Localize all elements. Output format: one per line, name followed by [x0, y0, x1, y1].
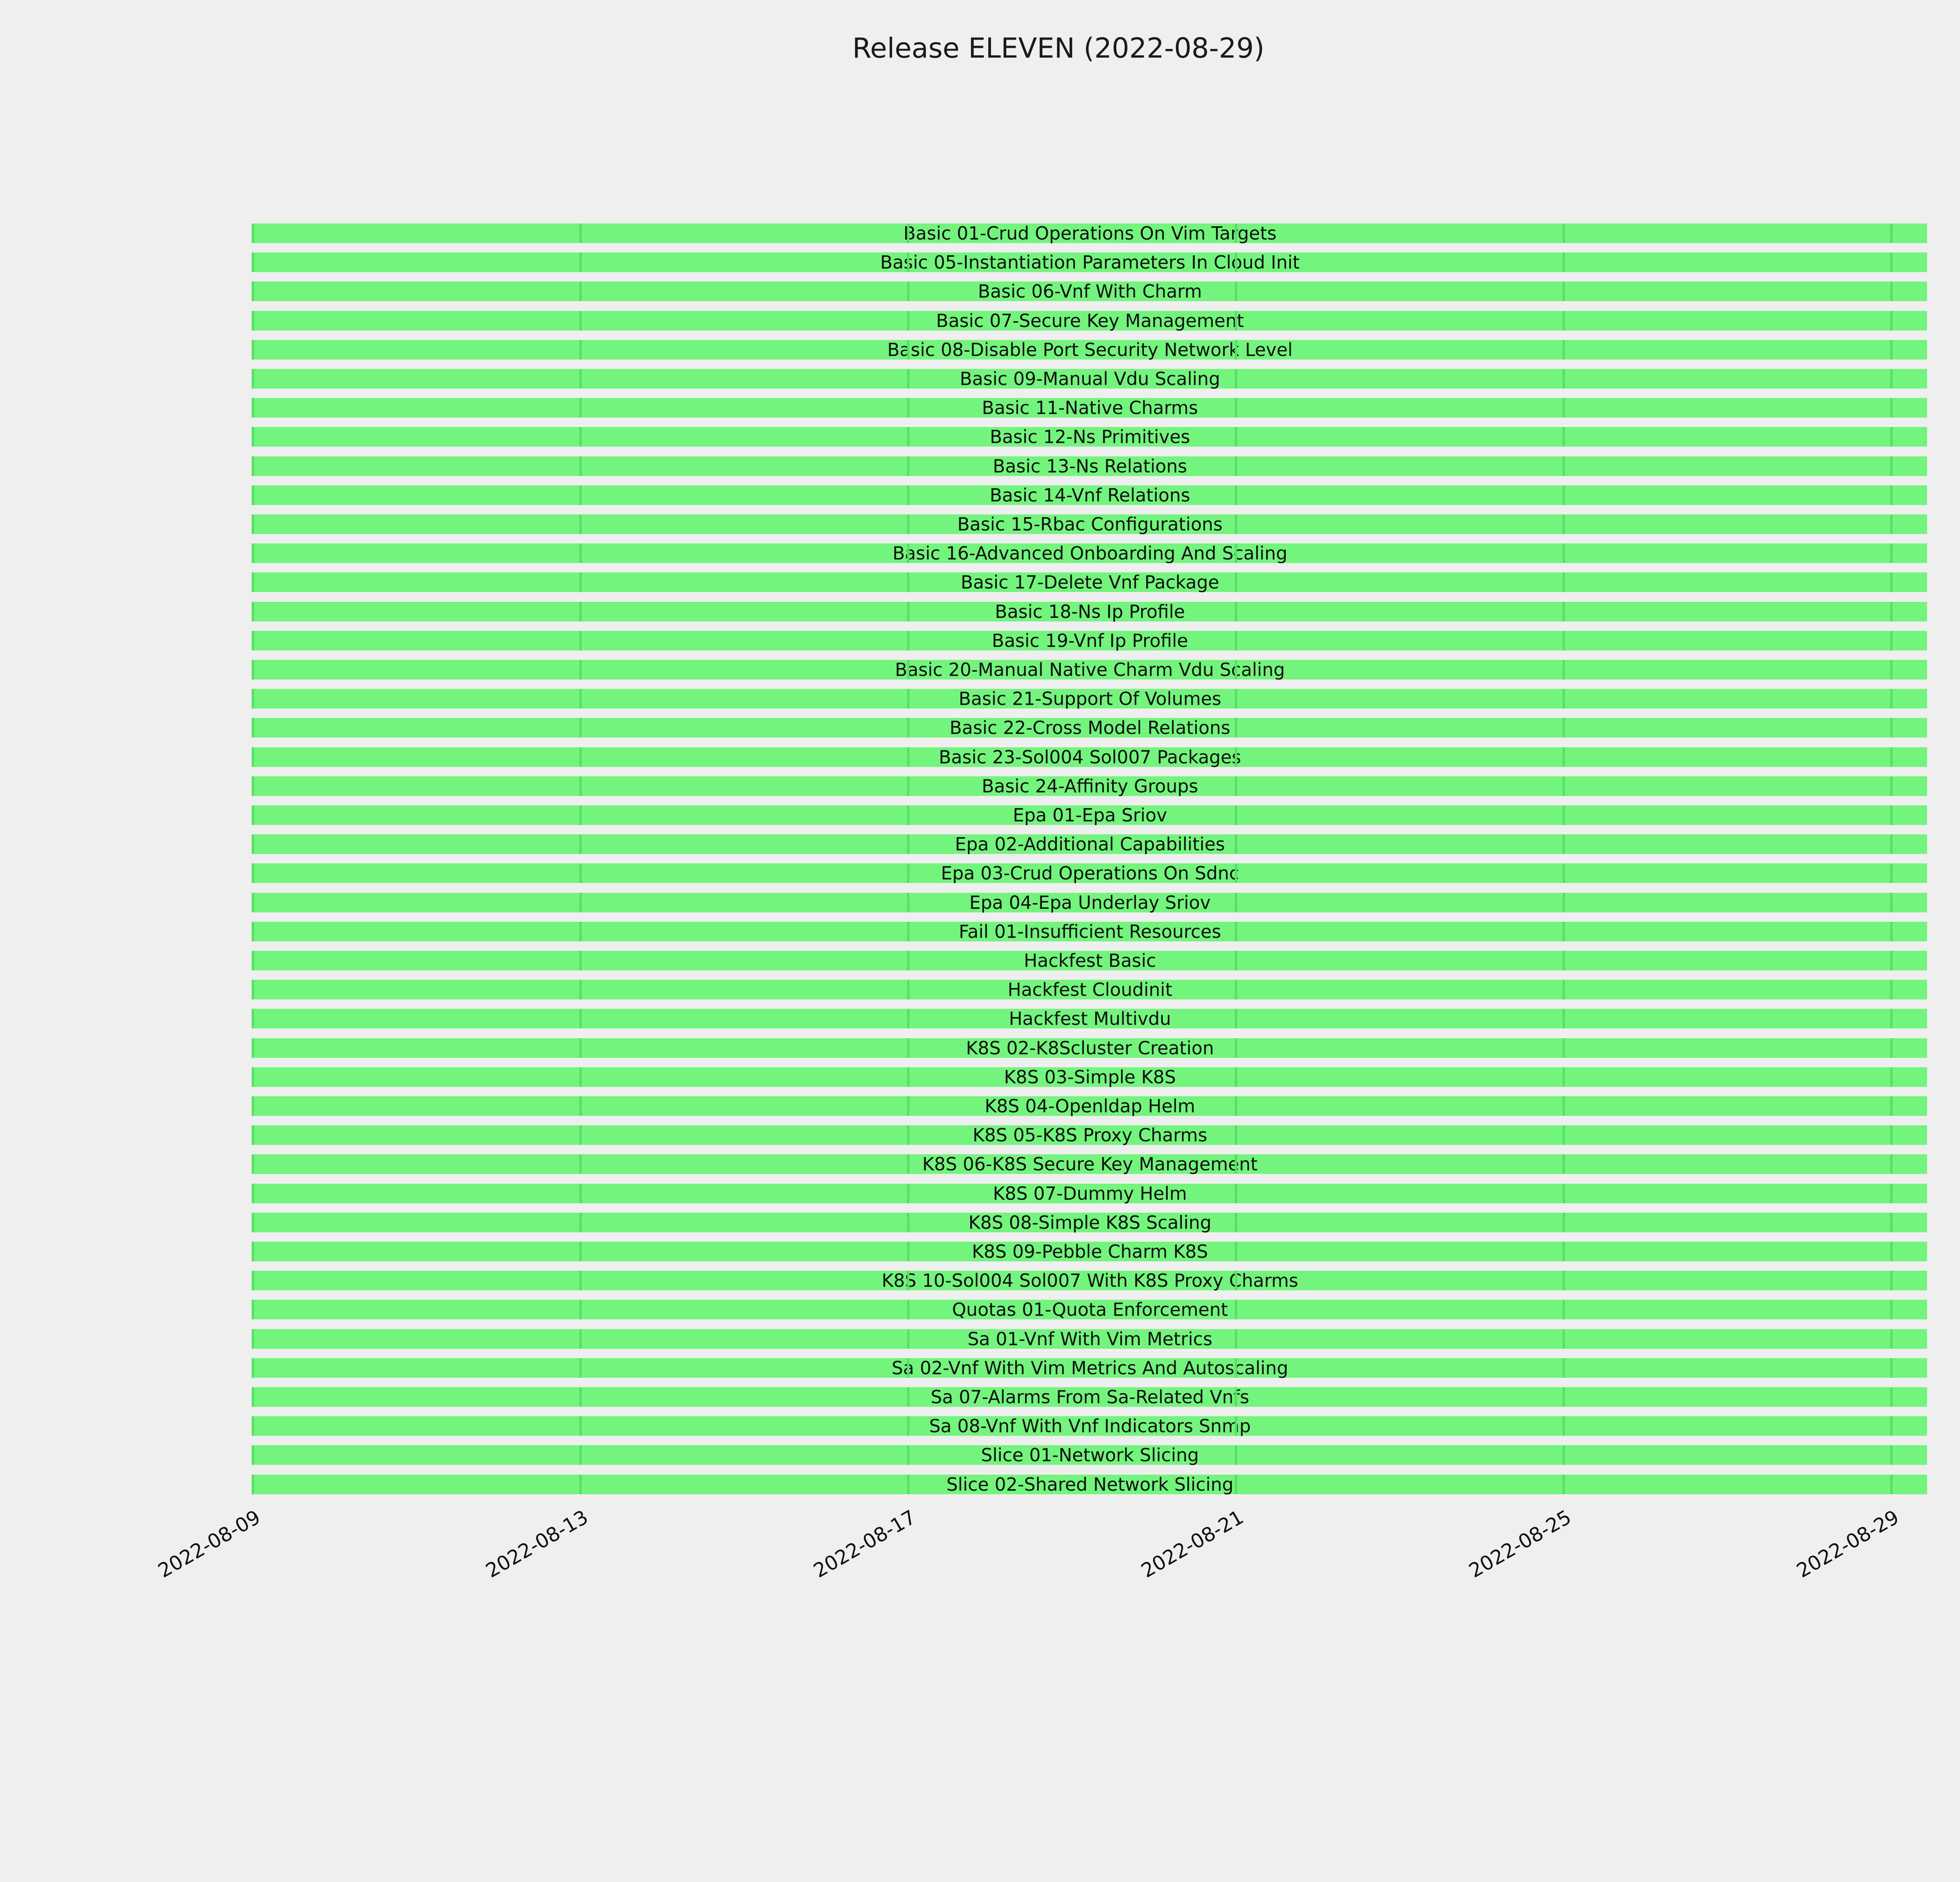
gantt-bar[interactable] [253, 572, 1927, 592]
gantt-row[interactable]: Basic 07-Secure Key Management [253, 311, 1927, 331]
x-axis-tick-label: 2022-08-13 [482, 1506, 592, 1582]
gantt-row[interactable]: K8S 03-Simple K8S [253, 1067, 1927, 1087]
gantt-bar[interactable] [253, 543, 1927, 563]
gantt-bar[interactable] [253, 1474, 1927, 1494]
gantt-row[interactable]: K8S 05-K8S Proxy Charms [253, 1125, 1927, 1145]
gantt-row[interactable]: Basic 19-Vnf Ip Profile [253, 630, 1927, 650]
gantt-bar[interactable] [253, 398, 1927, 418]
gantt-row[interactable]: Basic 05-Instantiation Parameters In Clo… [253, 253, 1927, 272]
gantt-bar[interactable] [253, 747, 1927, 767]
x-axis-tick-label: 2022-08-29 [1793, 1506, 1903, 1582]
gantt-bar[interactable] [253, 805, 1927, 825]
gantt-row[interactable]: Basic 16-Advanced Onboarding And Scaling [253, 543, 1927, 563]
gantt-row[interactable]: Epa 03-Crud Operations On Sdnc [253, 863, 1927, 883]
gantt-bar[interactable] [253, 1300, 1927, 1320]
gantt-bar[interactable] [253, 485, 1927, 505]
gantt-row[interactable]: Basic 01-Crud Operations On Vim Targets [253, 223, 1927, 243]
gantt-row[interactable]: Basic 17-Delete Vnf Package [253, 572, 1927, 592]
gantt-bar[interactable] [253, 630, 1927, 650]
gantt-bar[interactable] [253, 427, 1927, 447]
gantt-row[interactable]: Basic 18-Ns Ip Profile [253, 601, 1927, 621]
gantt-row[interactable]: Epa 01-Epa Sriov [253, 805, 1927, 825]
gantt-bar[interactable] [253, 980, 1927, 1000]
gantt-row[interactable]: Basic 22-Cross Model Relations [253, 718, 1927, 738]
gantt-row[interactable]: K8S 08-Simple K8S Scaling [253, 1212, 1927, 1232]
gantt-bar[interactable] [253, 601, 1927, 621]
gantt-bar[interactable] [253, 1271, 1927, 1291]
gantt-bar[interactable] [253, 311, 1927, 331]
gantt-bar[interactable] [253, 1096, 1927, 1116]
gantt-row[interactable]: Epa 04-Epa Underlay Sriov [253, 892, 1927, 912]
gantt-bar[interactable] [253, 1125, 1927, 1145]
gantt-row[interactable]: Epa 02-Additional Capabilities [253, 834, 1927, 854]
gantt-bar[interactable] [253, 951, 1927, 970]
gantt-row[interactable]: Basic 24-Affinity Groups [253, 776, 1927, 796]
gantt-row[interactable]: K8S 07-Dummy Helm [253, 1183, 1927, 1203]
gantt-bar[interactable] [253, 456, 1927, 476]
gantt-bar[interactable] [253, 282, 1927, 302]
gantt-bar[interactable] [253, 1009, 1927, 1029]
gantt-bar[interactable] [253, 1067, 1927, 1087]
gantt-bar[interactable] [253, 1183, 1927, 1203]
gantt-row[interactable]: K8S 09-Pebble Charm K8S [253, 1242, 1927, 1261]
gantt-bar[interactable] [253, 863, 1927, 883]
gantt-row[interactable]: K8S 06-K8S Secure Key Management [253, 1154, 1927, 1174]
gantt-bar[interactable] [253, 1212, 1927, 1232]
gantt-row[interactable]: K8S 04-Openldap Helm [253, 1096, 1927, 1116]
x-axis-tick-labels: 2022-08-09 2022-08-13 2022-08-17 2022-08-21… [0, 1506, 1960, 1662]
gantt-row[interactable]: Slice 01-Network Slicing [253, 1445, 1927, 1465]
gantt-bar[interactable] [253, 776, 1927, 796]
gantt-row[interactable]: Basic 21-Support Of Volumes [253, 689, 1927, 709]
gantt-row[interactable]: Quotas 01-Quota Enforcement [253, 1300, 1927, 1320]
gantt-bar[interactable] [253, 223, 1927, 243]
gantt-bar[interactable] [253, 1154, 1927, 1174]
gantt-bar[interactable] [253, 340, 1927, 360]
gantt-row[interactable]: Hackfest Basic [253, 951, 1927, 970]
gantt-bar[interactable] [253, 253, 1927, 272]
gantt-row[interactable]: Fail 01-Insufficient Resources [253, 921, 1927, 941]
gantt-row[interactable]: Basic 12-Ns Primitives [253, 427, 1927, 447]
gantt-row[interactable]: Sa 01-Vnf With Vim Metrics [253, 1329, 1927, 1349]
gantt-row[interactable]: Basic 13-Ns Relations [253, 456, 1927, 476]
x-axis-tick-label: 2022-08-17 [809, 1506, 920, 1582]
gantt-row[interactable]: Basic 15-Rbac Configurations [253, 514, 1927, 534]
gantt-bar[interactable] [253, 921, 1927, 941]
gantt-bar[interactable] [253, 1416, 1927, 1436]
gantt-row[interactable]: Basic 14-Vnf Relations [253, 485, 1927, 505]
gantt-row[interactable]: Basic 08-Disable Port Security Network L… [253, 340, 1927, 360]
gantt-row[interactable]: K8S 02-K8Scluster Creation [253, 1038, 1927, 1058]
gantt-bar[interactable] [253, 718, 1927, 738]
gantt-plot-area: Basic 01-Crud Operations On Vim Targets B… [253, 223, 1927, 1502]
gantt-row[interactable]: Hackfest Cloudinit [253, 980, 1927, 1000]
page-title: Release ELEVEN (2022-08-29) [852, 32, 1265, 64]
gantt-row[interactable]: Basic 23-Sol004 Sol007 Packages [253, 747, 1927, 767]
gantt-bar[interactable] [253, 1445, 1927, 1465]
gantt-bar[interactable] [253, 369, 1927, 389]
gantt-row[interactable]: Basic 20-Manual Native Charm Vdu Scaling [253, 660, 1927, 679]
gantt-bar[interactable] [253, 689, 1927, 709]
x-axis-tick-label: 2022-08-09 [154, 1506, 264, 1582]
gantt-row[interactable]: Basic 06-Vnf With Charm [253, 282, 1927, 302]
gantt-row[interactable]: Sa 02-Vnf With Vim Metrics And Autoscali… [253, 1358, 1927, 1378]
gantt-row[interactable]: Slice 02-Shared Network Slicing [253, 1474, 1927, 1494]
gantt-bar[interactable] [253, 1358, 1927, 1378]
gantt-bar[interactable] [253, 660, 1927, 679]
gantt-bar[interactable] [253, 514, 1927, 534]
gantt-row[interactable]: Basic 09-Manual Vdu Scaling [253, 369, 1927, 389]
x-axis-tick-label: 2022-08-21 [1137, 1506, 1247, 1582]
gantt-row[interactable]: K8S 10-Sol004 Sol007 With K8S Proxy Char… [253, 1271, 1927, 1291]
gantt-bar[interactable] [253, 1387, 1927, 1407]
gantt-row[interactable]: Hackfest Multivdu [253, 1009, 1927, 1029]
gantt-bar[interactable] [253, 1329, 1927, 1349]
gantt-bar[interactable] [253, 834, 1927, 854]
gantt-bar[interactable] [253, 1038, 1927, 1058]
x-axis-tick-label: 2022-08-25 [1465, 1506, 1575, 1582]
gantt-bar[interactable] [253, 1242, 1927, 1261]
gantt-row[interactable]: Sa 07-Alarms From Sa-Related Vnfs [253, 1387, 1927, 1407]
gantt-row[interactable]: Sa 08-Vnf With Vnf Indicators Snmp [253, 1416, 1927, 1436]
gantt-bar[interactable] [253, 892, 1927, 912]
gantt-row[interactable]: Basic 11-Native Charms [253, 398, 1927, 418]
